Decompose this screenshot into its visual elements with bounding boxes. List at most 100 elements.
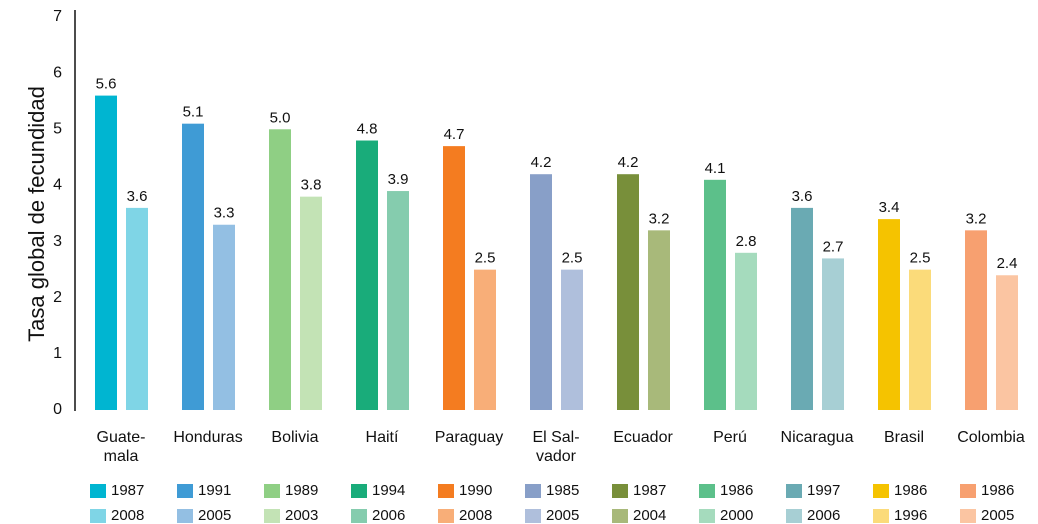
value-label: 4.2 [531, 154, 552, 171]
legend-swatch [960, 509, 976, 523]
bar [126, 207, 148, 410]
value-label: 3.2 [966, 210, 987, 227]
y-tick-label: 5 [53, 121, 62, 138]
bar [387, 191, 409, 410]
bar [965, 230, 987, 410]
value-label: 5.6 [96, 76, 117, 93]
x-tick-label: Haití [365, 429, 399, 446]
value-label: 2.4 [997, 255, 1018, 272]
x-tick-label: Honduras [173, 429, 243, 446]
x-tick-label: Paraguay [434, 429, 504, 446]
value-label: 3.9 [388, 171, 409, 188]
legend-label: 1997 [807, 482, 840, 499]
legend-label: 1996 [894, 507, 927, 524]
legend-label: 1986 [981, 482, 1014, 499]
legend-label: 1987 [633, 482, 666, 499]
legend-swatch [351, 484, 367, 498]
legend-label: 1986 [894, 482, 927, 499]
y-tick-label: 4 [53, 177, 62, 194]
legend-label: 2005 [981, 507, 1014, 524]
legend-label: 1991 [198, 482, 231, 499]
legend-swatch [612, 484, 628, 498]
legend-swatch [90, 509, 106, 523]
bar [474, 269, 496, 410]
x-tick-label: Bolivia [271, 429, 319, 446]
bar [791, 207, 813, 410]
legend-swatch [438, 509, 454, 523]
legend-swatch [438, 484, 454, 498]
value-label: 4.2 [618, 154, 639, 171]
x-tick-label: Colombia [957, 429, 1025, 446]
value-label: 3.6 [792, 188, 813, 205]
value-label: 4.1 [705, 160, 726, 177]
y-tick-label: 7 [53, 8, 62, 25]
value-label: 2.5 [475, 250, 496, 267]
value-label: 3.2 [649, 210, 670, 227]
legend-swatch [525, 509, 541, 523]
value-label: 4.7 [444, 126, 465, 143]
bar [878, 219, 900, 410]
legend-swatch [177, 484, 193, 498]
legend-swatch [351, 509, 367, 523]
y-axis-label: Tasa global de fecundidad [24, 86, 49, 342]
value-label: 2.5 [562, 250, 583, 267]
legend-swatch [699, 509, 715, 523]
legend-label: 2006 [807, 507, 840, 524]
bar [300, 196, 322, 410]
legend-label: 2008 [459, 507, 492, 524]
bar [735, 252, 757, 410]
bar [704, 179, 726, 410]
x-tick-label: Perú [713, 429, 747, 446]
value-label: 5.1 [183, 104, 204, 121]
value-label: 3.6 [127, 188, 148, 205]
legend-label: 1985 [546, 482, 579, 499]
value-label: 4.8 [357, 120, 378, 137]
legend-swatch [177, 509, 193, 523]
value-label: 5.0 [270, 109, 291, 126]
y-tick-label: 1 [53, 345, 62, 362]
bar [182, 123, 204, 411]
y-tick-label: 3 [53, 233, 62, 250]
x-tick-label: Brasil [883, 429, 924, 446]
bar [822, 258, 844, 410]
bar [561, 269, 583, 410]
bar [443, 146, 465, 410]
bar [530, 174, 552, 410]
bar [617, 174, 639, 410]
legend-swatch [612, 509, 628, 523]
legend-label: 2000 [720, 507, 753, 524]
legend-label: 2006 [372, 507, 405, 524]
x-tick-label: Ecuador [613, 429, 673, 446]
bar [996, 275, 1018, 410]
legend-swatch [264, 484, 280, 498]
value-label: 2.8 [736, 233, 757, 250]
legend-label: 1990 [459, 482, 492, 499]
x-tick-label: Nicaragua [780, 429, 854, 446]
bar [356, 140, 378, 410]
legend-label: 2005 [546, 507, 579, 524]
y-tick-label: 6 [53, 64, 62, 81]
bar [269, 129, 291, 411]
legend-label: 2004 [633, 507, 666, 524]
legend-swatch [786, 509, 802, 523]
bar [648, 230, 670, 410]
value-label: 3.4 [879, 199, 900, 216]
legend-label: 1989 [285, 482, 318, 499]
value-label: 3.3 [214, 205, 235, 222]
bar [95, 95, 117, 410]
y-tick-label: 0 [53, 401, 62, 418]
legend-swatch [525, 484, 541, 498]
legend-label: 1994 [372, 482, 405, 499]
legend-label: 2005 [198, 507, 231, 524]
value-label: 3.8 [301, 177, 322, 194]
value-label: 2.7 [823, 238, 844, 255]
x-tick-label: Guate- mala [96, 429, 146, 465]
legend-label: 2008 [111, 507, 144, 524]
legend-label: 2003 [285, 507, 318, 524]
value-label: 2.5 [910, 250, 931, 267]
legend-swatch [960, 484, 976, 498]
legend-label: 1987 [111, 482, 144, 499]
legend-swatch [264, 509, 280, 523]
